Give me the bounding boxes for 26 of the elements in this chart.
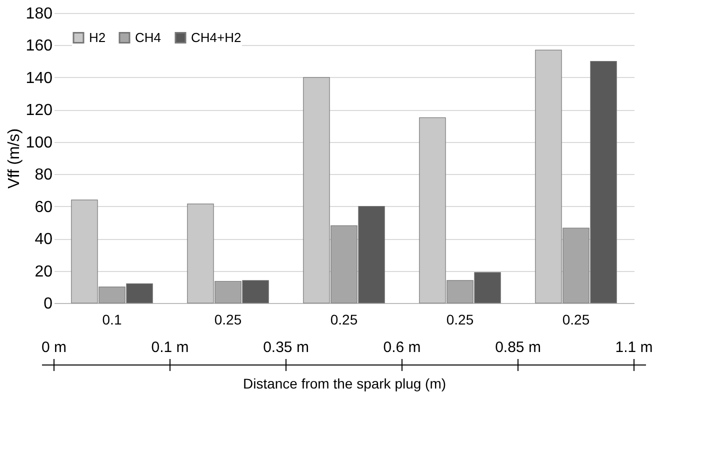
x-tick-label: 0.1	[102, 312, 122, 328]
text: 0.35 m	[263, 339, 309, 356]
y-tick-label: 20	[34, 263, 53, 280]
legend-label: CH4+H2	[191, 30, 242, 45]
y-tick-label: 140	[26, 70, 53, 87]
x-tick-label: 0.25	[446, 312, 474, 328]
y-tick-label: 0	[44, 296, 53, 312]
x-tick-label: 0.25	[330, 312, 358, 328]
text: 0.85 m	[495, 339, 541, 356]
legend-label: H2	[89, 30, 106, 45]
y-tick-label: 100	[26, 134, 53, 152]
text: 0 m	[41, 339, 67, 356]
y-tick-label: 60	[34, 198, 53, 216]
x-tick-label: 0.25	[562, 312, 590, 328]
legend-label: CH4	[135, 30, 162, 45]
x-tick-label: 0.25	[214, 312, 242, 328]
x-axis-title: Distance from the spark plug (m)	[242, 376, 446, 392]
y-tick-label: 180	[26, 6, 53, 22]
y-tick-label: 160	[26, 38, 53, 55]
text: 0.6 m	[383, 339, 421, 356]
y-tick-label: 120	[26, 102, 53, 120]
y-tick-label: 40	[34, 231, 53, 248]
y-axis-title: Vff (m/s)	[6, 128, 23, 189]
y-tick-label: 80	[34, 166, 53, 184]
text: 1.1 m	[615, 339, 653, 356]
text: 0.1 m	[151, 339, 189, 356]
